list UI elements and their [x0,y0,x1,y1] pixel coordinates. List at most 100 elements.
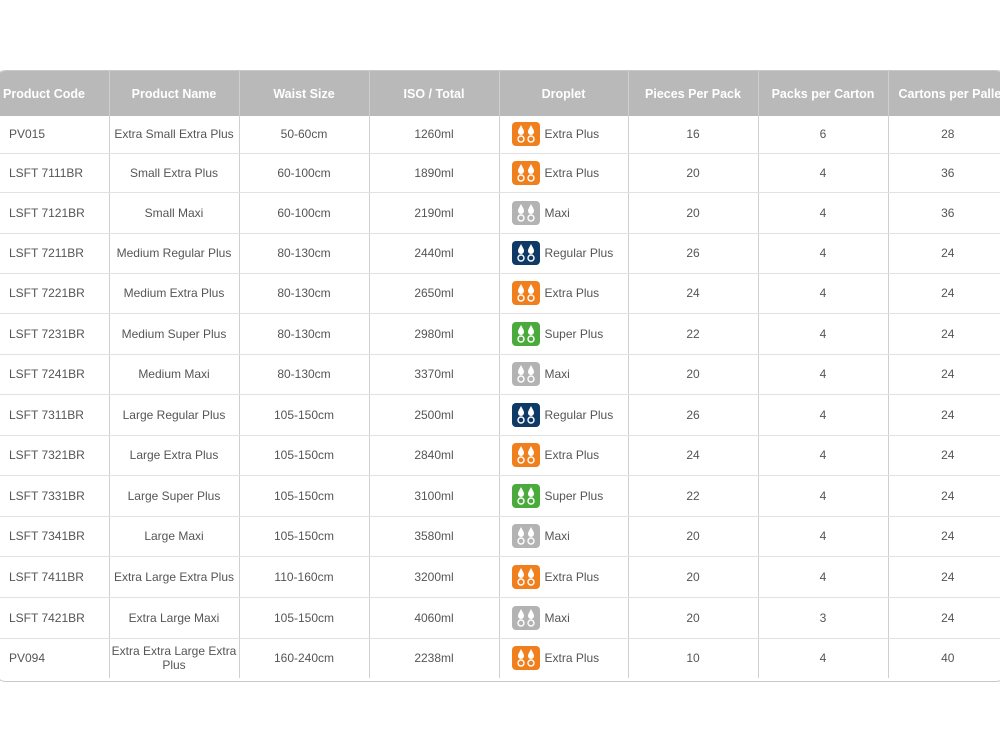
droplet-super-plus-icon [511,483,540,508]
cartons-per-pallet-cell: 24 [888,516,1000,557]
header-pieces-per-pack: Pieces Per Pack [628,71,759,116]
product-code-cell: LSFT 7221BR [0,273,110,314]
table-row: LSFT 7231BR Medium Super Plus 80-130cm 2980… [0,313,1000,355]
droplet-maxi-icon [511,362,540,386]
table-row: LSFT 7211BR Medium Regular Plus 80-130cm 24… [0,233,1000,274]
cartons-per-pallet-cell: 24 [888,597,1000,639]
droplet-cell: Maxi [499,516,629,557]
waist-size-cell: 80-130cm [239,233,370,274]
droplet-label: Maxi [544,205,570,220]
cartons-per-pallet-cell: 24 [888,394,1000,436]
header-product-code: Product Code [0,71,110,116]
pieces-per-pack-cell: 20 [628,556,759,598]
product-name-cell: Extra Small Extra Plus [109,116,240,154]
packs-per-carton-cell: 4 [758,354,889,395]
cartons-per-pallet-cell: 24 [888,354,1000,395]
table-body: PV015 Extra Small Extra Plus 50-60cm 1260ml… [0,116,1000,678]
droplet-badge: Extra Plus [511,443,599,467]
product-code-cell: PV094 [0,638,110,678]
packs-per-carton-cell: 4 [758,192,889,234]
droplet-label: Extra Plus [544,569,600,584]
pieces-per-pack-cell: 24 [628,273,759,314]
cartons-per-pallet-cell: 24 [888,556,1000,598]
droplet-maxi-icon [511,524,540,548]
droplet-cell: Extra Plus [499,638,629,678]
packs-per-carton-cell: 4 [758,638,889,678]
droplet-label: Maxi [544,529,570,543]
product-name-cell: Large Regular Plus [109,394,240,436]
product-code-cell: LSFT 7421BR [0,597,110,639]
pieces-per-pack-cell: 22 [628,313,759,355]
header-packs-per-carton: Packs per Carton [758,71,889,116]
waist-size-cell: 60-100cm [239,192,370,234]
product-code-cell: LSFT 7331BR [0,475,110,517]
pieces-per-pack-cell: 20 [628,597,759,639]
product-name-cell: Medium Maxi [109,354,240,395]
packs-per-carton-cell: 3 [758,597,889,639]
iso-total-cell: 3580ml [369,516,500,557]
product-code-cell: LSFT 7121BR [0,192,110,234]
product-code-cell: LSFT 7411BR [0,556,110,598]
table-row: LSFT 7241BR Medium Maxi 80-130cm 3370ml Maxi… [0,354,1000,395]
iso-total-cell: 2238ml [369,638,500,678]
product-code-cell: LSFT 7231BR [0,313,110,355]
packs-per-carton-cell: 6 [758,116,889,154]
droplet-label: Regular Plus [544,407,614,422]
packs-per-carton-cell: 4 [758,313,889,355]
table-row: LSFT 7111BR Small Extra Plus 60-100cm 1890m… [0,153,1000,193]
pieces-per-pack-cell: 20 [628,516,759,557]
header-droplet: Droplet [499,71,629,116]
droplet-cell: Maxi [499,597,629,639]
iso-total-cell: 2840ml [369,435,500,476]
product-table: Product Code Product Name Waist Size ISO… [0,71,1000,678]
table-row: LSFT 7221BR Medium Extra Plus 80-130cm 2650… [0,273,1000,314]
droplet-cell: Regular Plus [499,394,629,436]
iso-total-cell: 4060ml [369,597,500,639]
droplet-badge: Maxi [511,362,570,386]
product-code-cell: LSFT 7311BR [0,394,110,436]
waist-size-cell: 105-150cm [239,516,370,557]
droplet-badge: Extra Plus [511,281,599,305]
product-code-cell: LSFT 7321BR [0,435,110,476]
droplet-label: Extra Plus [544,127,600,142]
cartons-per-pallet-cell: 40 [941,651,955,666]
droplet-label: Super Plus [544,488,604,503]
droplet-badge: Maxi [511,200,570,225]
droplet-extra-plus-icon [511,564,540,589]
table-row: PV015 Extra Small Extra Plus 50-60cm 1260ml… [0,116,1000,154]
droplet-cell: Maxi [499,192,629,234]
droplet-label: Maxi [544,367,570,381]
packs-per-carton-cell: 4 [758,233,889,274]
packs-per-carton-cell: 4 [758,475,889,517]
iso-total-cell: 3100ml [369,475,500,517]
droplet-cell: Extra Plus [499,435,629,476]
droplet-badge: Super Plus [511,483,604,508]
pieces-per-pack-cell: 26 [628,394,759,436]
product-name-cell: Large Maxi [109,516,240,557]
droplet-badge: Regular Plus [511,241,613,265]
product-name-cell: Medium Regular Plus [109,233,240,274]
product-name-cell: Large Super Plus [109,475,240,517]
cartons-per-pallet-cell: 24 [888,435,1000,476]
waist-size-cell: 105-150cm [239,475,370,517]
cartons-per-pallet-cell: 28 [888,116,1000,154]
product-name-cell: Extra Extra Large Extra Plus [109,638,240,678]
product-name-cell: Medium Extra Plus [109,273,240,314]
packs-per-carton-cell: 4 [758,435,889,476]
product-code-cell: LSFT 7111BR [0,153,110,193]
iso-total-cell: 1890ml [369,153,500,193]
table-row: PV094 Extra Extra Large Extra Plus 160-240… [0,638,1000,678]
droplet-cell: Regular Plus [499,233,629,274]
iso-total-cell: 2650ml [369,273,500,314]
droplet-extra-plus-icon [511,443,540,467]
packs-per-carton-cell: 4 [758,273,889,314]
table-row: LSFT 7421BR Extra Large Maxi 105-150cm 4060… [0,597,1000,639]
cartons-per-pallet-cell: 24 [888,273,1000,314]
droplet-badge: Extra Plus [511,564,600,589]
iso-total-cell: 3200ml [369,556,500,598]
waist-size-cell: 105-150cm [239,435,370,476]
cartons-per-pallet-cell: 24 [888,475,1000,517]
product-name-cell: Extra Large Maxi [109,597,240,639]
product-code-cell: LSFT 7241BR [0,354,110,395]
waist-size-cell: 80-130cm [239,313,370,355]
